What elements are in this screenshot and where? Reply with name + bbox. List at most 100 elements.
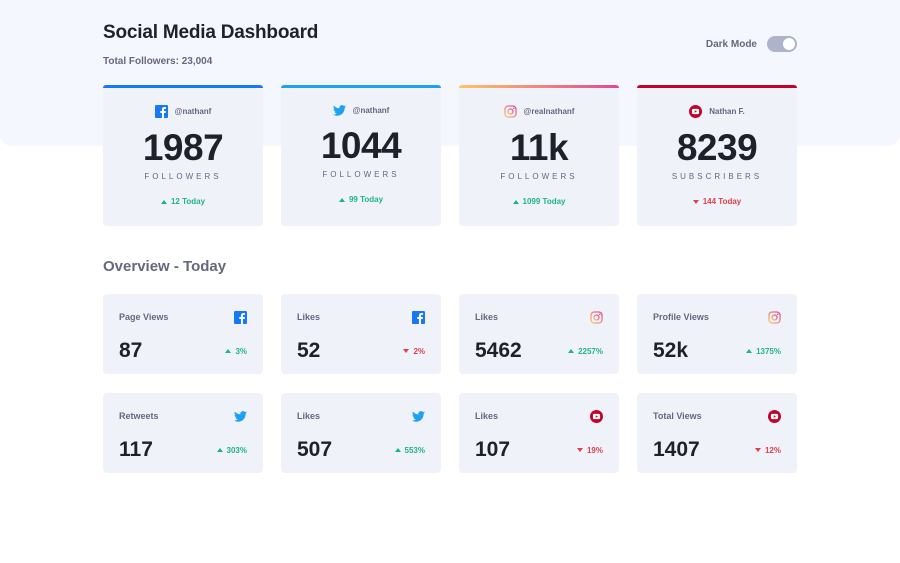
follower-count: 8239	[676, 127, 758, 168]
overview-card-youtube-total-views[interactable]: Total Views 1407 12%	[637, 393, 797, 473]
overview-label: Profile Views	[653, 312, 709, 322]
overview-label: Page Views	[119, 312, 169, 322]
follower-cards: @nathanf 1987 Followers 12 Today @nathan…	[103, 85, 797, 226]
card-handle: @nathanf	[352, 106, 390, 115]
card-handle: Nathan F.	[709, 107, 745, 116]
today-change: 144 Today	[637, 197, 797, 206]
overview-grid: Page Views 87 3% Likes 52 2% Likes 5462 …	[103, 294, 797, 473]
overview-value: 87	[119, 339, 143, 362]
overview-percent: 2257%	[578, 346, 603, 356]
card-youtube[interactable]: Nathan F. 8239 Subscribers 144 Today	[637, 85, 797, 226]
overview-card-youtube-likes[interactable]: Likes 107 19%	[459, 393, 619, 473]
overview-label: Retweets	[119, 411, 159, 421]
down-arrow-icon	[576, 448, 583, 452]
overview-label: Likes	[297, 312, 321, 322]
youtube-icon	[590, 409, 603, 423]
toggle-knob	[783, 38, 795, 50]
today-change: 12 Today	[103, 197, 263, 206]
overview-value: 507	[297, 438, 333, 461]
follower-label: Followers	[500, 172, 578, 181]
overview-label: Total Views	[653, 411, 702, 421]
up-arrow-icon	[512, 199, 519, 204]
overview-percent: 303%	[226, 445, 247, 455]
dark-mode-toggle[interactable]	[767, 36, 797, 52]
overview-value: 1407	[653, 438, 700, 461]
follower-count: 1987	[142, 127, 224, 168]
page-title: Social Media Dashboard	[103, 22, 319, 43]
down-arrow-icon	[754, 448, 761, 452]
overview-change: 12%	[754, 445, 781, 455]
dark-mode-label: Dark Mode	[705, 38, 757, 50]
overview-change: 1375%	[746, 347, 781, 356]
card-accent-bar	[459, 85, 619, 88]
overview-percent: 3%	[235, 346, 247, 356]
follower-count: 1044	[320, 125, 402, 166]
overview-percent: 1375%	[756, 346, 781, 356]
facebook-icon	[412, 310, 425, 324]
overview-value: 5462	[475, 339, 522, 362]
overview-card-instagram-profile-views[interactable]: Profile Views 52k 1375%	[637, 294, 797, 374]
overview-percent: 12%	[764, 445, 781, 455]
page-header: Social Media Dashboard Total Followers: …	[103, 22, 797, 67]
up-arrow-icon	[160, 199, 167, 204]
card-twitter[interactable]: @nathanf 1044 Followers 99 Today	[281, 85, 441, 226]
card-accent-bar	[281, 85, 441, 88]
follower-count: 11k	[509, 127, 569, 168]
card-facebook[interactable]: @nathanf 1987 Followers 12 Today	[103, 85, 263, 226]
overview-card-facebook-likes[interactable]: Likes 52 2%	[281, 294, 441, 374]
overview-value: 117	[119, 438, 153, 461]
up-arrow-icon	[225, 349, 232, 353]
overview-title: Overview - Today	[103, 258, 227, 275]
overview-change: 2257%	[568, 347, 603, 356]
overview-change: 19%	[576, 446, 603, 455]
overview-label: Likes	[475, 411, 499, 421]
overview-card-facebook-page-views[interactable]: Page Views 87 3%	[103, 294, 263, 374]
follower-label: Followers	[322, 170, 400, 179]
overview-value: 107	[475, 438, 511, 461]
handle-row: @nathanf	[281, 105, 441, 116]
overview-card-instagram-likes[interactable]: Likes 5462 2257%	[459, 294, 619, 374]
today-change-value: 12 Today	[170, 197, 206, 206]
overview-label: Likes	[475, 312, 499, 322]
instagram-icon	[503, 105, 517, 118]
overview-change: 2%	[403, 347, 425, 356]
overview-value: 52k	[653, 339, 689, 362]
handle-row: Nathan F.	[637, 105, 797, 118]
dark-mode-control: Dark Mode	[706, 36, 797, 52]
card-accent-bar	[637, 85, 797, 88]
up-arrow-icon	[394, 448, 401, 452]
youtube-icon	[689, 105, 703, 118]
overview-card-twitter-retweets[interactable]: Retweets 117 303%	[103, 393, 263, 473]
card-handle: @nathanf	[174, 107, 212, 116]
total-followers: Total Followers: 23,004	[103, 56, 213, 67]
youtube-icon	[768, 409, 781, 423]
card-instagram[interactable]: @realnathanf 11k Followers 1099 Today	[459, 85, 619, 226]
up-arrow-icon	[568, 349, 575, 353]
today-change: 1099 Today	[459, 197, 619, 206]
today-change-value: 1099 Today	[522, 197, 566, 206]
instagram-icon	[590, 310, 603, 324]
handle-row: @nathanf	[103, 105, 263, 118]
handle-row: @realnathanf	[459, 105, 619, 118]
overview-value: 52	[297, 339, 321, 362]
up-arrow-icon	[746, 349, 753, 353]
instagram-icon	[768, 310, 781, 324]
today-change-value: 99 Today	[348, 195, 384, 204]
down-arrow-icon	[403, 349, 410, 353]
overview-label: Likes	[297, 411, 321, 421]
overview-card-twitter-likes[interactable]: Likes 507 553%	[281, 393, 441, 473]
twitter-icon	[234, 410, 247, 422]
down-arrow-icon	[692, 199, 699, 204]
overview-change: 3%	[225, 347, 247, 356]
card-accent-bar	[103, 85, 263, 88]
overview-percent: 553%	[404, 445, 425, 455]
overview-change: 553%	[394, 445, 425, 455]
today-change-value: 144 Today	[702, 197, 742, 206]
card-handle: @realnathanf	[523, 107, 575, 116]
twitter-icon	[412, 410, 425, 422]
overview-percent: 2%	[413, 346, 425, 356]
up-arrow-icon	[338, 197, 345, 202]
today-change: 99 Today	[281, 195, 441, 204]
overview-change: 303%	[216, 445, 247, 455]
facebook-icon	[154, 105, 168, 118]
